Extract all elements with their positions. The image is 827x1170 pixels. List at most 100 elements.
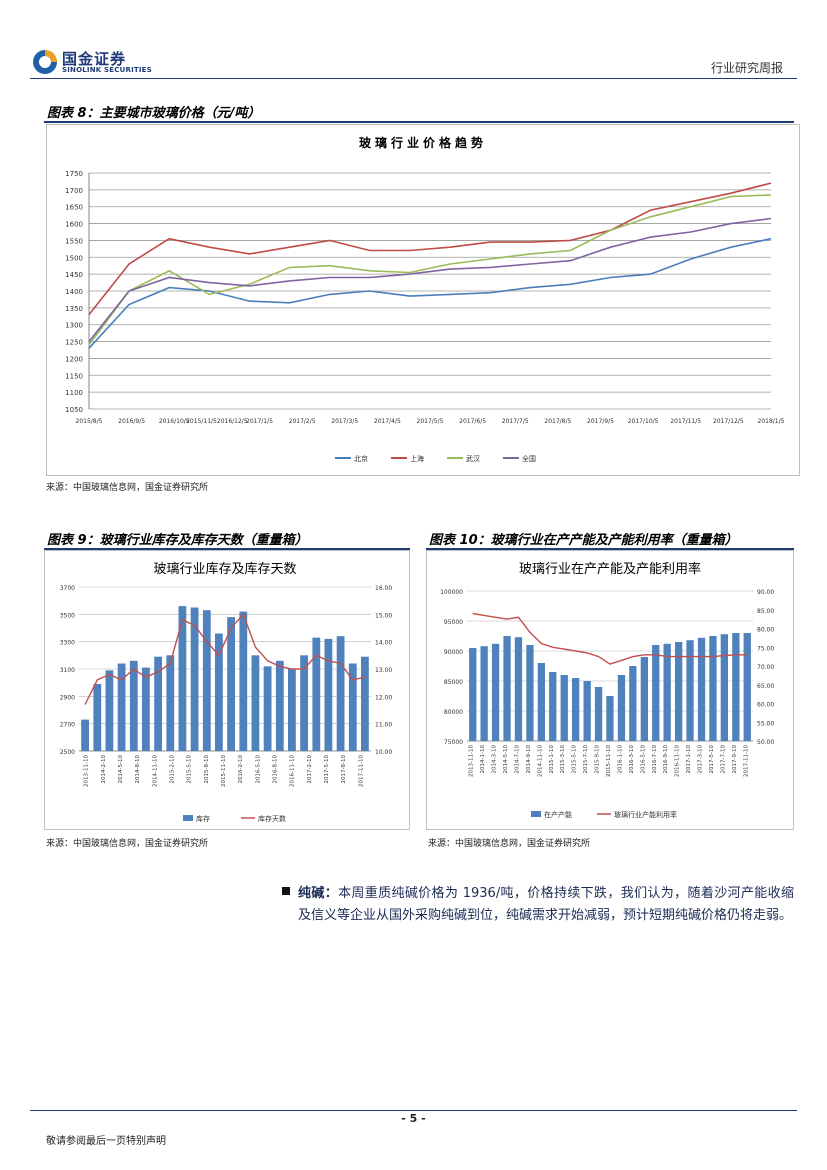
chart3-x-tick: 2015-9-10 bbox=[595, 745, 601, 774]
chart3-bar bbox=[663, 643, 671, 741]
chart1-x-tick: 2017/8/5 bbox=[544, 418, 571, 425]
chart2-bar bbox=[275, 660, 284, 751]
chart3-y-right-tick: 50.00 bbox=[757, 739, 774, 746]
chart1-y-tick: 1550 bbox=[65, 237, 83, 245]
chart3-x-tick: 2017-7-10 bbox=[720, 745, 726, 774]
chart3-bar bbox=[629, 666, 637, 741]
company-name-en: SINOLINK SECURITIES bbox=[62, 66, 152, 74]
chart3-y-right-tick: 70.00 bbox=[757, 664, 774, 671]
chart2-x-tick: 2017-11-10 bbox=[358, 755, 364, 787]
chart2-y-left-tick: 2900 bbox=[60, 694, 75, 701]
chart3-x-tick: 2015-1-10 bbox=[549, 745, 555, 774]
chart2-legend-swatch bbox=[183, 815, 193, 821]
chart1-series-全国 bbox=[88, 217, 772, 343]
chart1-x-tick: 2016/10/5 bbox=[159, 418, 190, 425]
chart3-bar bbox=[480, 646, 488, 741]
chart3-x-tick: 2014-1-10 bbox=[480, 745, 486, 774]
chart3-x-tick: 2016-1-10 bbox=[617, 745, 623, 774]
chart1-x-tick: 2017/1/5 bbox=[246, 418, 273, 425]
figure8-rule bbox=[44, 121, 794, 123]
chart3-x-tick: 2016-7-10 bbox=[652, 745, 658, 774]
chart2-x-tick: 2014-2-10 bbox=[101, 755, 107, 784]
chart3-x-tick: 2016-9-10 bbox=[663, 745, 669, 774]
chart2-bar bbox=[105, 670, 114, 751]
chart1-y-tick: 1450 bbox=[65, 271, 83, 279]
chart1-y-tick: 1050 bbox=[65, 406, 83, 414]
chart1-y-tick: 1200 bbox=[65, 355, 83, 363]
chart1-x-tick: 2015/11/52016/12/5 bbox=[186, 418, 248, 425]
chart3-bar bbox=[526, 645, 534, 741]
chart3-x-tick: 2014-3-10 bbox=[492, 745, 498, 774]
chart3-bar bbox=[606, 696, 614, 741]
chart3-x-tick: 2015-7-10 bbox=[583, 745, 589, 774]
chart3-x-tick: 2015-3-10 bbox=[560, 745, 566, 774]
figure10-caption: 图表 10：玻璃行业在产产能及产能利用率（重量箱） bbox=[429, 533, 738, 548]
chart2-y-left-tick: 3100 bbox=[60, 667, 75, 674]
chart3-legend-swatch bbox=[531, 811, 541, 817]
figure9-rule bbox=[44, 548, 410, 550]
chart2-x-tick: 2016-8-10 bbox=[273, 755, 279, 784]
chart3-x-tick: 2014-5-10 bbox=[503, 745, 509, 774]
chart1-y-tick: 1750 bbox=[65, 170, 83, 178]
chart1-y-tick: 1400 bbox=[65, 288, 83, 296]
chart2-bar bbox=[178, 606, 187, 751]
chart3-bar bbox=[640, 657, 648, 741]
figure9-caption: 图表 9：玻璃行业库存及库存天数（重量箱） bbox=[47, 533, 308, 548]
chart3-y-left-tick: 95000 bbox=[444, 619, 463, 626]
chart1-legend-label: 北京 bbox=[354, 454, 368, 463]
chart3-bar bbox=[594, 687, 603, 741]
chart1-x-tick: 2015/8/5 bbox=[76, 418, 103, 425]
chart1-y-tick: 1100 bbox=[65, 389, 83, 397]
chart3-bar bbox=[491, 643, 500, 741]
chart1-x-tick: 2017/5/5 bbox=[417, 418, 444, 425]
price-chart-frame: 玻璃行业价格趋势 1050 1100 1150 1200 1250 1300 1350 1400… bbox=[46, 124, 800, 476]
chart2-y-right-tick: 15.00 bbox=[375, 612, 392, 619]
chart3-x-tick: 2017-1-10 bbox=[686, 745, 692, 774]
chart3-y-left-tick: 80000 bbox=[444, 709, 463, 716]
inventory-chart: 玻璃行业库存及库存天数 2500 2700 2900 3100 3300 3500 3700 1… bbox=[60, 561, 393, 823]
chart1-series-武汉 bbox=[88, 194, 772, 346]
chart2-bar bbox=[239, 611, 248, 751]
chart3-x-tick: 2017-5-10 bbox=[709, 745, 715, 774]
bullet-square-icon bbox=[282, 887, 290, 895]
figure10-source: 来源：中国玻璃信息网，国金证券研究所 bbox=[428, 839, 591, 849]
chart1-x-tick: 2017/9/5 bbox=[587, 418, 614, 425]
chart1-x-tick: 2017/4/5 bbox=[374, 418, 401, 425]
chart3-bar bbox=[675, 642, 683, 741]
chart3-bar bbox=[652, 645, 660, 741]
chart1-y-tick: 1700 bbox=[65, 187, 83, 195]
chart3-y-right-tick: 65.00 bbox=[757, 683, 774, 690]
chart2-bar bbox=[300, 655, 308, 751]
chart1-series-北京 bbox=[88, 237, 772, 349]
chart2-y-right-tick: 11.00 bbox=[375, 722, 392, 729]
footer-rule bbox=[30, 1110, 797, 1111]
chart3-x-tick: 2016-11-10 bbox=[675, 745, 681, 777]
chart2-y-right-tick: 16.00 bbox=[375, 585, 392, 592]
chart2-y-right-tick: 12.00 bbox=[375, 694, 392, 701]
chart3-x-tick: 2015-11-10 bbox=[606, 745, 612, 777]
chart2-x-tick: 2017-5-10 bbox=[324, 755, 330, 784]
chart2-bar bbox=[166, 655, 175, 751]
chart2-x-tick: 2014-8-10 bbox=[135, 755, 141, 784]
chart3-y-right-tick: 85.00 bbox=[757, 608, 774, 615]
chart2-y-right-tick: 10.00 bbox=[375, 749, 392, 756]
chart2-x-tick: 2016-2-10 bbox=[238, 755, 244, 784]
chart3-y-right-tick: 80.00 bbox=[757, 627, 774, 634]
chart3-bar bbox=[583, 681, 591, 741]
chart3-y-left-tick: 100000 bbox=[440, 589, 463, 596]
footer-disclaimer: 敬请参阅最后一页特别声明 bbox=[46, 1136, 166, 1147]
chart3-bar bbox=[617, 675, 626, 741]
chart3-bar bbox=[709, 636, 717, 741]
paragraph-text: 本周重质纯碱价格为 1936/吨，价格持续下跌，我们认为，随着沙河产能收缩及信义… bbox=[298, 886, 794, 923]
chart3-y-left-tick: 75000 bbox=[444, 739, 463, 746]
chart3-y-left-tick: 85000 bbox=[444, 679, 463, 686]
capacity-chart-frame: 玻璃行业在产产能及产能利用率 75000 80000 85000 90000 95000 1… bbox=[426, 550, 794, 830]
chart3-x-tick: 2013-11-10 bbox=[469, 745, 475, 777]
chart1-title: 玻璃行业价格趋势 bbox=[359, 135, 487, 150]
chart2-x-tick: 2014-5-10 bbox=[118, 755, 124, 784]
chart3-bar bbox=[732, 633, 740, 741]
chart3-x-tick: 2014-9-10 bbox=[526, 745, 532, 774]
chart2-x-tick: 2015-2-10 bbox=[170, 755, 176, 784]
chart2-bar bbox=[312, 637, 321, 751]
chart3-title: 玻璃行业在产产能及产能利用率 bbox=[519, 561, 701, 577]
